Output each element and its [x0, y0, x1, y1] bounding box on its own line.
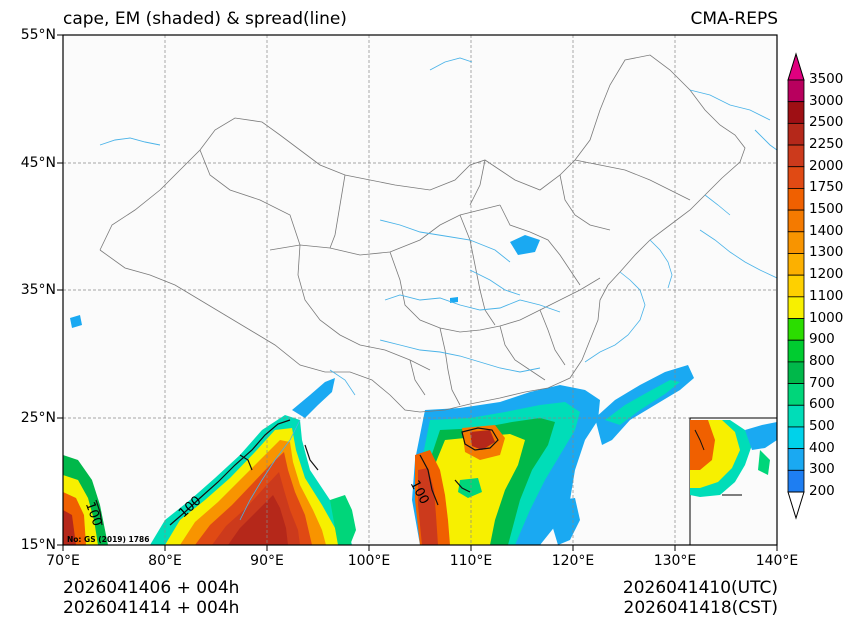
province-boundaries: [99, 54, 746, 413]
init-time-utc: 2026041406 + 004h: [63, 578, 240, 598]
colorbar-tick-label: 900: [809, 331, 835, 348]
lon-label-110: 110°E: [449, 553, 493, 569]
colorbar-segment: [787, 361, 805, 384]
axis-ticks: [57, 34, 778, 551]
colorbar-segment: [787, 448, 805, 471]
valid-time-cst: 2026041418(CST): [623, 598, 778, 618]
lat-label-45: 45°N: [20, 155, 56, 171]
chart-title: cape, EM (shaded) & spread(line): [63, 9, 347, 29]
colorbar: [787, 52, 805, 520]
colorbar-segment: [787, 339, 805, 363]
colorbar-segment: [787, 209, 805, 233]
colorbar-tick-label: 1400: [809, 222, 844, 239]
colorbar-segment: [787, 166, 805, 189]
colorbar-extend-max: [787, 52, 805, 81]
lon-label-90: 90°E: [250, 553, 284, 569]
cape-shading-north-china: [510, 235, 540, 255]
model-name: CMA-REPS: [690, 9, 778, 29]
lon-label-120: 120°E: [551, 553, 595, 569]
south-china-sea-inset: [689, 417, 778, 546]
colorbar-tick-label: 700: [809, 374, 835, 391]
colorbar-tick-label: 2500: [809, 114, 844, 131]
colorbar-segment: [787, 296, 805, 319]
cape-shading-south-china: [412, 365, 694, 545]
lat-label-15: 15°N: [20, 537, 56, 553]
colorbar-tick-label: 3500: [809, 71, 844, 87]
lat-label-25: 25°N: [20, 410, 56, 426]
colorbar-tick-label: 1750: [809, 179, 844, 196]
graticule: [63, 35, 777, 545]
rivers: [99, 57, 777, 373]
colorbar-tick-label: 200: [809, 483, 835, 499]
colorbar-segment: [787, 253, 805, 276]
cape-shading-india: [150, 378, 356, 545]
lon-label-70: 70°E: [46, 553, 80, 569]
colorbar-segment: [787, 101, 805, 124]
lon-label-130: 130°E: [653, 553, 697, 569]
colorbar-segment: [787, 383, 805, 406]
colorbar-tick-label: 1000: [809, 309, 844, 326]
colorbar-segment: [787, 122, 805, 146]
valid-time-utc: 2026041410(UTC): [622, 578, 778, 598]
colorbar-segment: [787, 318, 805, 341]
colorbar-tick-label: 800: [809, 352, 835, 369]
lat-label-35: 35°N: [20, 282, 56, 298]
colorbar-tick-label: 1500: [809, 201, 844, 218]
colorbar-segment: [787, 231, 805, 254]
colorbar-segment: [787, 188, 805, 211]
lon-label-80: 80°E: [148, 553, 182, 569]
map-approval-stamp: No: GS (2019) 1786: [67, 535, 150, 544]
colorbar-segment: [787, 426, 805, 450]
colorbar-segment: [787, 404, 805, 428]
lat-label-55: 55°N: [20, 27, 56, 43]
colorbar-tick-label: 2000: [809, 157, 844, 174]
colorbar-tick-label: 3000: [809, 92, 844, 109]
lon-label-100: 100°E: [347, 553, 391, 569]
colorbar-tick-label: 1200: [809, 266, 844, 283]
colorbar-tick-label: 500: [809, 417, 835, 434]
colorbar-tick-label: 2250: [809, 136, 844, 153]
colorbar-segment: [787, 274, 805, 298]
spread-contours: [95, 419, 499, 526]
cape-shading-arabian-sea: [63, 315, 108, 545]
colorbar-tick-label: 1300: [809, 244, 844, 261]
colorbar-extend-min: [787, 491, 805, 520]
colorbar-tick-label: 1100: [809, 287, 844, 304]
colorbar-segment: [787, 144, 805, 168]
colorbar-tick-label: 300: [809, 461, 835, 478]
colorbar-segment: [787, 469, 805, 493]
colorbar-segment: [787, 79, 805, 103]
colorbar-tick-label: 600: [809, 396, 835, 413]
init-time-cst: 2026041414 + 004h: [63, 598, 240, 618]
lon-label-140: 140°E: [755, 553, 799, 569]
colorbar-tick-label: 400: [809, 439, 835, 456]
coastlines: [239, 194, 777, 521]
